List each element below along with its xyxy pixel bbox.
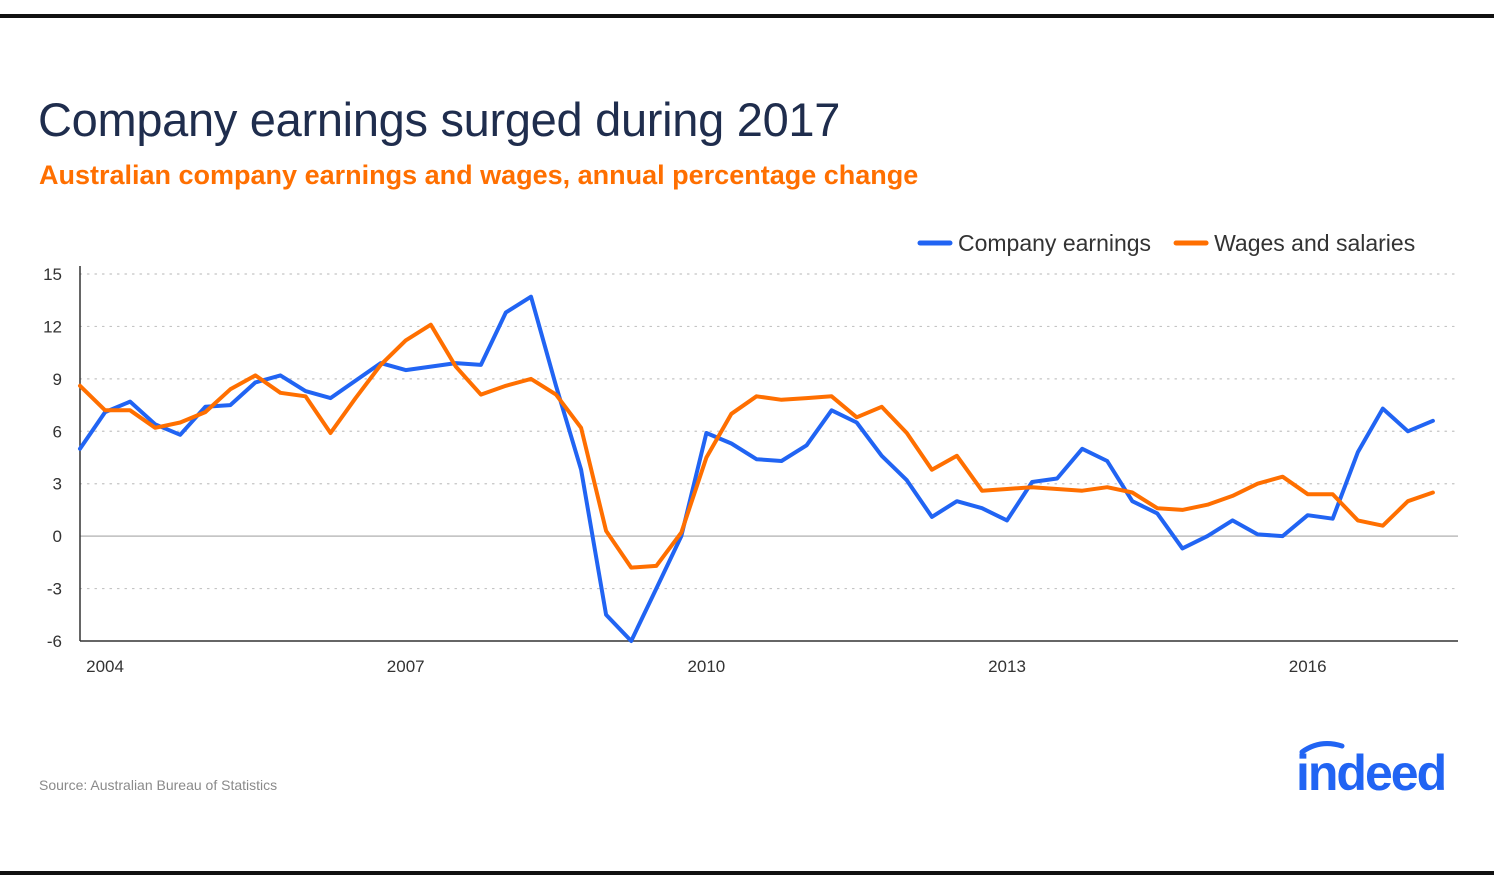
x-tick-label: 2007 (387, 657, 425, 676)
series-lines (78, 294, 1435, 643)
y-tick-label: 6 (53, 422, 62, 441)
x-tick-label: 2016 (1289, 657, 1327, 676)
top-rule (0, 14, 1494, 18)
legend-label-wages-and-salaries: Wages and salaries (1214, 230, 1415, 256)
series-line-company-earnings (78, 294, 1435, 643)
indeed-logo: indeed (1296, 741, 1447, 800)
legend: Company earnings Wages and salaries (917, 230, 1415, 256)
bottom-rule (0, 871, 1494, 875)
source-note: Source: Australian Bureau of Statistics (39, 777, 278, 793)
y-tick-label: 0 (53, 527, 62, 546)
x-tick-label: 2010 (687, 657, 725, 676)
y-tick-label: 9 (53, 370, 62, 389)
y-tick-label: 12 (43, 317, 62, 336)
y-tick-label: -3 (47, 580, 62, 599)
y-tick-label: -6 (47, 632, 62, 651)
chart-subtitle: Australian company earnings and wages, a… (39, 160, 919, 190)
x-tick-label: 2013 (988, 657, 1026, 676)
series-line-wages-and-salaries (78, 322, 1435, 570)
y-tick-label: 15 (43, 265, 62, 284)
legend-label-company-earnings: Company earnings (958, 230, 1151, 256)
chart-title: Company earnings surged during 2017 (38, 93, 841, 146)
y-tick-label: 3 (53, 475, 62, 494)
grid-lines (79, 273, 1459, 590)
axes: 15 12 9 6 3 0 -3 -6 2004 2007 2010 2013 2016 (43, 265, 1458, 676)
logo-word: indeed (1296, 745, 1445, 800)
x-tick-label: 2004 (86, 657, 124, 676)
logo-arc (1299, 741, 1345, 755)
